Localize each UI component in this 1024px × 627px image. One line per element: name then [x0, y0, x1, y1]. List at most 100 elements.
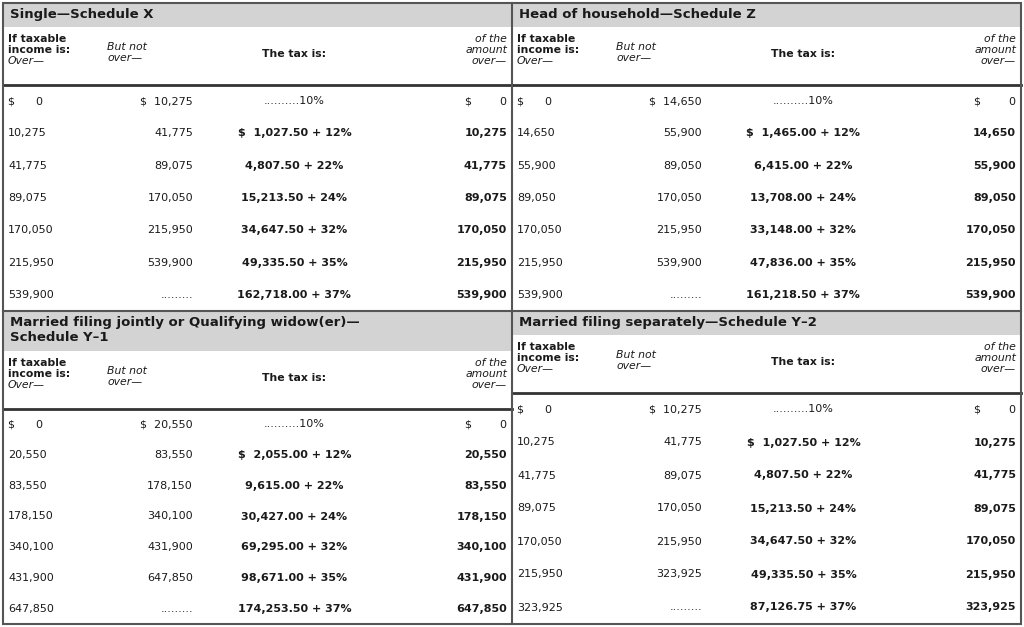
Text: $        0: $ 0 [465, 96, 507, 106]
Text: 83,550: 83,550 [8, 481, 47, 491]
Text: over—: over— [472, 56, 507, 66]
Text: Married filing separately—Schedule Y–2: Married filing separately—Schedule Y–2 [519, 316, 817, 329]
Text: 14,650: 14,650 [517, 129, 556, 139]
Text: 15,213.50 + 24%: 15,213.50 + 24% [242, 193, 347, 203]
Text: over—: over— [616, 53, 651, 63]
Bar [512, 85, 1021, 311]
Text: 647,850: 647,850 [8, 604, 54, 614]
Text: 215,950: 215,950 [8, 258, 53, 268]
Text: 10,275: 10,275 [8, 129, 47, 139]
Text: ..........10%: ..........10% [264, 419, 325, 429]
Text: 49,335.50 + 35%: 49,335.50 + 35% [242, 258, 347, 268]
Text: 170,050: 170,050 [966, 225, 1016, 235]
Text: 431,900: 431,900 [8, 573, 53, 583]
Text: 215,950: 215,950 [656, 225, 702, 235]
Text: 170,050: 170,050 [517, 225, 562, 235]
Text: 162,718.00 + 37%: 162,718.00 + 37% [238, 290, 351, 300]
Text: $      0: $ 0 [517, 96, 552, 106]
Text: 14,650: 14,650 [973, 129, 1016, 139]
Text: $  1,027.50 + 12%: $ 1,027.50 + 12% [746, 438, 860, 448]
Text: 89,075: 89,075 [464, 193, 507, 203]
Text: 47,836.00 + 35%: 47,836.00 + 35% [751, 258, 856, 268]
Text: 10,275: 10,275 [517, 438, 556, 448]
Text: 178,150: 178,150 [147, 481, 193, 491]
Text: If taxable: If taxable [517, 342, 575, 352]
Text: $      0: $ 0 [8, 96, 43, 106]
Text: over—: over— [981, 364, 1016, 374]
Text: .........: ......... [161, 290, 193, 300]
Text: 34,647.50 + 32%: 34,647.50 + 32% [242, 225, 347, 235]
Text: of the: of the [475, 358, 507, 368]
Text: $  1,465.00 + 12%: $ 1,465.00 + 12% [746, 129, 860, 139]
Bar [3, 409, 512, 624]
Text: 215,950: 215,950 [517, 569, 563, 579]
Text: of the: of the [475, 34, 507, 44]
Text: $      0: $ 0 [8, 419, 43, 429]
Text: 33,148.00 + 32%: 33,148.00 + 32% [751, 225, 856, 235]
Text: 89,075: 89,075 [517, 503, 556, 514]
Text: $  1,027.50 + 12%: $ 1,027.50 + 12% [238, 129, 351, 139]
Text: 41,775: 41,775 [154, 129, 193, 139]
Text: of the: of the [984, 34, 1016, 44]
Text: 178,150: 178,150 [457, 512, 507, 522]
Text: 215,950: 215,950 [457, 258, 507, 268]
Text: 55,900: 55,900 [974, 161, 1016, 171]
Text: 539,900: 539,900 [8, 290, 53, 300]
Text: 647,850: 647,850 [147, 573, 193, 583]
Text: 431,900: 431,900 [147, 542, 193, 552]
Text: 6,415.00 + 22%: 6,415.00 + 22% [754, 161, 853, 171]
Text: 323,925: 323,925 [656, 569, 702, 579]
Text: income is:: income is: [8, 369, 71, 379]
Text: $  14,650: $ 14,650 [649, 96, 702, 106]
Text: 55,900: 55,900 [517, 161, 556, 171]
Text: 174,253.50 + 37%: 174,253.50 + 37% [238, 604, 351, 614]
Bar [3, 351, 512, 409]
Text: 98,671.00 + 35%: 98,671.00 + 35% [242, 573, 347, 583]
Text: 69,295.00 + 32%: 69,295.00 + 32% [242, 542, 347, 552]
Text: If taxable: If taxable [8, 358, 67, 368]
Text: 10,275: 10,275 [464, 129, 507, 139]
Text: 647,850: 647,850 [457, 604, 507, 614]
Text: Head of household—Schedule Z: Head of household—Schedule Z [519, 8, 756, 21]
Text: 10,275: 10,275 [973, 438, 1016, 448]
Text: Married filing jointly or Qualifying widow(er)—: Married filing jointly or Qualifying wid… [10, 316, 359, 329]
Text: 170,050: 170,050 [656, 193, 702, 203]
Text: $  20,550: $ 20,550 [140, 419, 193, 429]
Text: 20,550: 20,550 [465, 450, 507, 460]
Text: 9,615.00 + 22%: 9,615.00 + 22% [245, 481, 344, 491]
Text: Schedule Y–1: Schedule Y–1 [10, 331, 109, 344]
Text: 89,075: 89,075 [973, 503, 1016, 514]
Text: 170,050: 170,050 [966, 537, 1016, 547]
Text: $        0: $ 0 [465, 419, 507, 429]
Text: $        0: $ 0 [974, 404, 1016, 414]
Text: 170,050: 170,050 [8, 225, 53, 235]
Text: ..........10%: ..........10% [264, 96, 325, 106]
Text: over—: over— [616, 361, 651, 371]
Text: $        0: $ 0 [974, 96, 1016, 106]
Text: 87,126.75 + 37%: 87,126.75 + 37% [751, 603, 856, 613]
Text: over—: over— [108, 377, 142, 387]
Text: ..........10%: ..........10% [773, 96, 834, 106]
Text: 20,550: 20,550 [8, 450, 47, 460]
Text: 539,900: 539,900 [517, 290, 563, 300]
Text: 41,775: 41,775 [8, 161, 47, 171]
Text: 89,075: 89,075 [664, 470, 702, 480]
Text: 34,647.50 + 32%: 34,647.50 + 32% [751, 537, 856, 547]
Text: 215,950: 215,950 [147, 225, 193, 235]
Text: 215,950: 215,950 [517, 258, 563, 268]
Text: But not: But not [616, 42, 656, 52]
Text: 539,900: 539,900 [457, 290, 507, 300]
Text: 539,900: 539,900 [147, 258, 193, 268]
Text: $  10,275: $ 10,275 [649, 404, 702, 414]
Text: Over—: Over— [8, 56, 45, 66]
Bar [3, 27, 512, 85]
Text: 89,075: 89,075 [8, 193, 47, 203]
Bar [512, 335, 1021, 393]
Text: $  10,275: $ 10,275 [140, 96, 193, 106]
Text: 431,900: 431,900 [457, 573, 507, 583]
Text: 215,950: 215,950 [966, 569, 1016, 579]
Text: 340,100: 340,100 [457, 542, 507, 552]
Text: 4,807.50 + 22%: 4,807.50 + 22% [245, 161, 344, 171]
Text: 15,213.50 + 24%: 15,213.50 + 24% [751, 503, 856, 514]
Text: But not: But not [108, 366, 147, 376]
